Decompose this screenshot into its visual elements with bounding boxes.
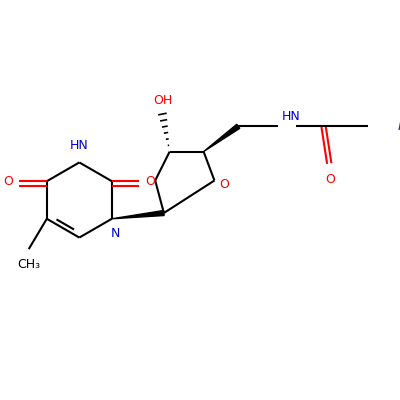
Text: HN: HN	[282, 110, 300, 123]
Text: CH₃: CH₃	[17, 258, 40, 271]
Text: O: O	[4, 175, 14, 188]
Polygon shape	[112, 210, 164, 219]
Text: I: I	[397, 119, 400, 133]
Text: HN: HN	[70, 139, 89, 152]
Text: N: N	[111, 228, 120, 240]
Text: OH: OH	[153, 94, 172, 107]
Text: O: O	[325, 172, 335, 186]
Text: O: O	[145, 175, 155, 188]
Text: O: O	[220, 178, 229, 191]
Polygon shape	[204, 124, 240, 152]
